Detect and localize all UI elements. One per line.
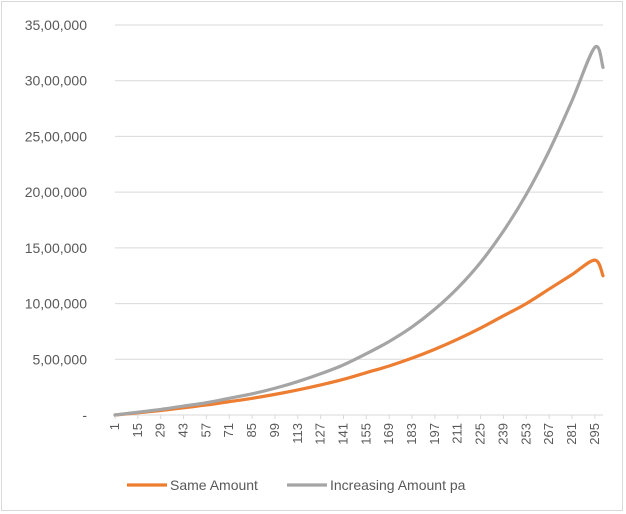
y-tick-label: 10,00,000 (25, 296, 87, 312)
x-tick-label: 225 (473, 423, 488, 445)
x-tick-label: 169 (381, 423, 396, 445)
x-axis (114, 414, 603, 419)
x-tick-label: 239 (495, 423, 510, 445)
x-tick-label: 295 (587, 423, 602, 445)
x-tick-label: 29 (153, 423, 168, 437)
y-tick-label: 15,00,000 (25, 240, 87, 256)
legend-label: Same Amount (170, 477, 258, 493)
x-tick-label: 113 (290, 423, 305, 444)
x-tick-label: 267 (541, 423, 556, 445)
x-tick-label: 85 (244, 423, 259, 437)
x-tick-label: 15 (130, 423, 145, 437)
x-axis-ticks: 1 15 29 43 57 71 85 99 113 127 141 155 169 183 197 211 2… (107, 423, 602, 445)
gridlines (115, 24, 603, 360)
series-lines (113, 44, 605, 417)
x-tick-label: 211 (450, 423, 465, 444)
x-tick-label: 155 (358, 423, 373, 445)
x-tick-label: 197 (427, 423, 442, 445)
y-axis-ticks: - 5,00,000 10,00,000 15,00,000 20,00,000 25,0… (25, 17, 88, 423)
y-tick-label: 20,00,000 (25, 184, 87, 200)
y-tick-label: 25,00,000 (25, 128, 87, 144)
x-tick-label: 99 (267, 423, 282, 437)
x-tick-label: 141 (335, 423, 350, 445)
x-tick-label: 127 (313, 423, 328, 445)
x-tick-label: 183 (404, 423, 419, 445)
x-tick-label: 57 (198, 423, 213, 437)
y-tick-label: 35,00,000 (25, 17, 87, 33)
y-tick-label: 30,00,000 (25, 73, 87, 89)
y-tick-label: - (82, 407, 87, 423)
x-tick-label: 253 (518, 423, 533, 445)
legend: Same Amount Increasing Amount pa (127, 477, 466, 493)
series-line-same-amount (113, 258, 605, 417)
y-tick-label: 5,00,000 (33, 351, 88, 367)
legend-label: Increasing Amount pa (330, 477, 466, 493)
x-tick-label: 43 (176, 423, 191, 437)
x-tick-label: 71 (221, 423, 236, 437)
x-tick-label: 1 (107, 423, 122, 430)
x-tick-label: 281 (564, 423, 579, 445)
series-line-increasing-amount (113, 44, 605, 417)
